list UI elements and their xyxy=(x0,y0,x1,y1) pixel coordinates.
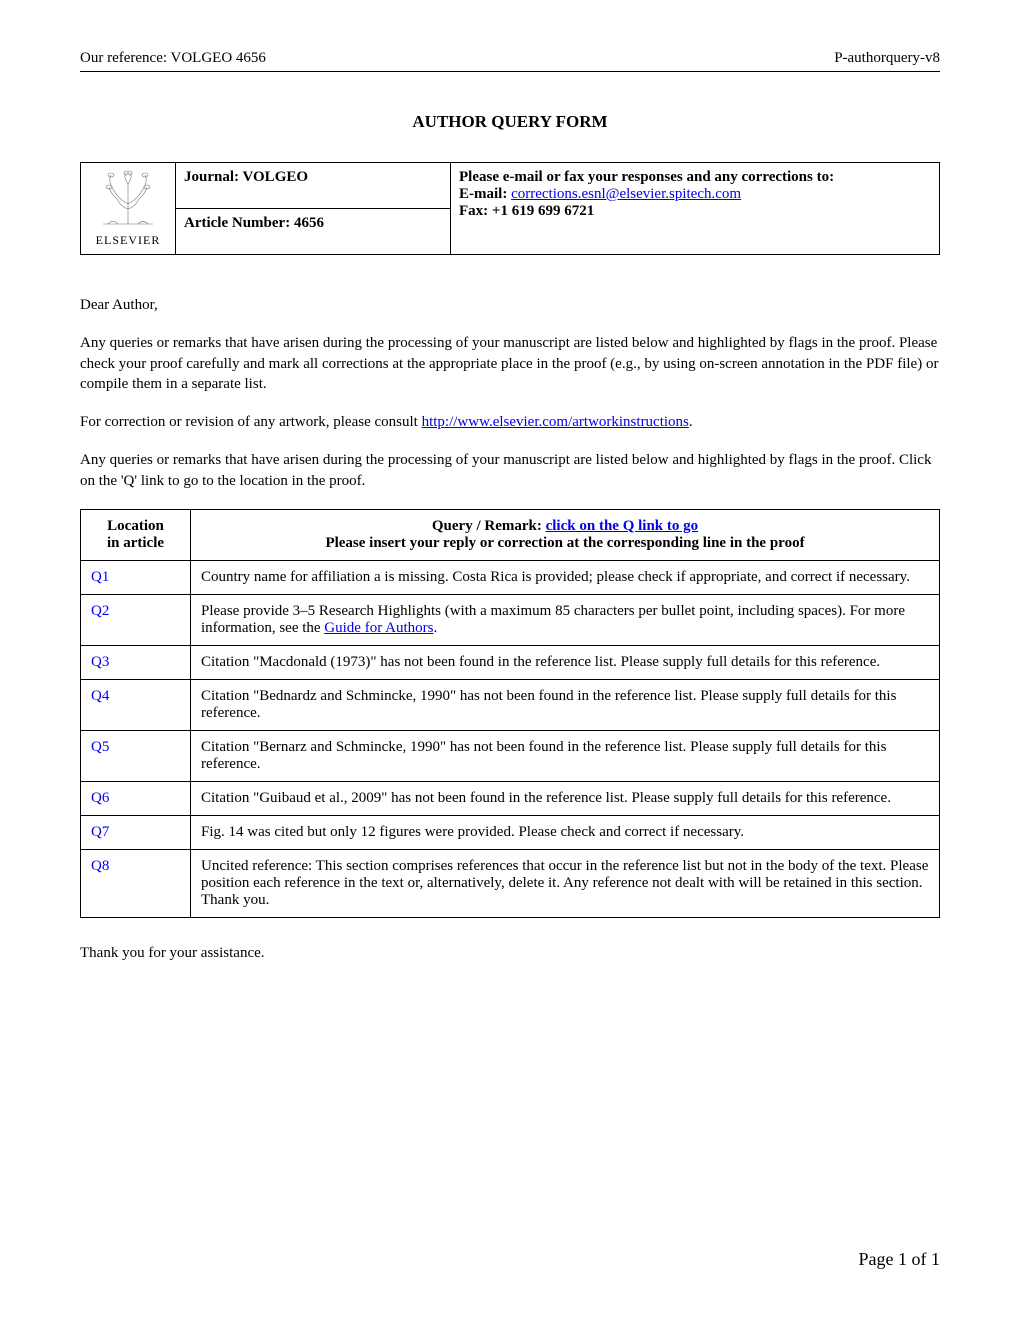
query-text: Citation "Guibaud et al., 2009" has not … xyxy=(191,781,940,815)
guide-link[interactable]: Guide for Authors xyxy=(324,620,433,636)
logo-cell: ELSEVIER xyxy=(81,163,176,255)
query-text: Fig. 14 was cited but only 12 figures we… xyxy=(191,815,940,849)
query-id[interactable]: Q6 xyxy=(81,781,191,815)
article-cell: Article Number: 4656 xyxy=(176,209,451,255)
table-row: Q8 Uncited reference: This section compr… xyxy=(81,849,940,917)
query-id[interactable]: Q8 xyxy=(81,849,191,917)
fax-label: Fax: +1 619 699 6721 xyxy=(459,203,931,220)
artwork-link[interactable]: http://www.elsevier.com/artworkinstructi… xyxy=(422,414,689,430)
query-text: Please provide 3–5 Research Highlights (… xyxy=(191,594,940,645)
query-text: Country name for affiliation a is missin… xyxy=(191,560,940,594)
salutation: Dear Author, xyxy=(80,295,940,315)
paragraph-2: For correction or revision of any artwor… xyxy=(80,412,940,432)
query-id[interactable]: Q7 xyxy=(81,815,191,849)
closing-text: Thank you for your assistance. xyxy=(80,943,940,963)
table-row: Q4 Citation "Bednardz and Schmincke, 199… xyxy=(81,679,940,730)
q-link-header[interactable]: click on the Q link to go xyxy=(546,518,699,534)
email-label: E-mail: xyxy=(459,186,511,202)
page-number: Page 1 of 1 xyxy=(859,1249,940,1270)
query-id[interactable]: Q1 xyxy=(81,560,191,594)
logo-text: ELSEVIER xyxy=(89,233,167,248)
query-id[interactable]: Q4 xyxy=(81,679,191,730)
query-id[interactable]: Q2 xyxy=(81,594,191,645)
col-location-a: Location xyxy=(107,518,164,534)
table-row: Q3 Citation "Macdonald (1973)" has not b… xyxy=(81,645,940,679)
table-row: Q1 Country name for affiliation a is mis… xyxy=(81,560,940,594)
contact-cell: Please e-mail or fax your responses and … xyxy=(451,163,940,255)
table-row: Q7 Fig. 14 was cited but only 12 figures… xyxy=(81,815,940,849)
form-title: AUTHOR QUERY FORM xyxy=(80,112,940,132)
table-row: Q6 Citation "Guibaud et al., 2009" has n… xyxy=(81,781,940,815)
query-table: Location in article Query / Remark: clic… xyxy=(80,509,940,918)
para2-text-a: For correction or revision of any artwor… xyxy=(80,414,422,430)
reference-text: Our reference: VOLGEO 4656 xyxy=(80,50,266,67)
para2-text-b: . xyxy=(689,414,693,430)
query-text: Citation "Macdonald (1973)" has not been… xyxy=(191,645,940,679)
article-label: Article Number: 4656 xyxy=(184,215,324,231)
info-table: ELSEVIER Journal: VOLGEO Please e-mail o… xyxy=(80,162,940,255)
contact-instruction: Please e-mail or fax your responses and … xyxy=(459,169,931,186)
email-link[interactable]: corrections.esnl@elsevier.spitech.com xyxy=(511,186,741,202)
query-text: Uncited reference: This section comprise… xyxy=(191,849,940,917)
paragraph-1: Any queries or remarks that have arisen … xyxy=(80,333,940,394)
table-row: Q2 Please provide 3–5 Research Highlight… xyxy=(81,594,940,645)
version-text: P-authorquery-v8 xyxy=(834,50,940,67)
journal-cell: Journal: VOLGEO xyxy=(176,163,451,209)
col-location-header: Location in article xyxy=(81,509,191,560)
elsevier-tree-icon xyxy=(93,169,163,229)
table-row: Q5 Citation "Bernarz and Schmincke, 1990… xyxy=(81,730,940,781)
col-remark-header: Query / Remark: click on the Q link to g… xyxy=(191,509,940,560)
paragraph-3: Any queries or remarks that have arisen … xyxy=(80,450,940,491)
col-remark-b: Please insert your reply or correction a… xyxy=(325,535,804,551)
query-id[interactable]: Q3 xyxy=(81,645,191,679)
col-location-b: in article xyxy=(107,535,164,551)
col-remark-a: Query / Remark: xyxy=(432,518,546,534)
query-text: Citation "Bednardz and Schmincke, 1990" … xyxy=(191,679,940,730)
journal-label: Journal: VOLGEO xyxy=(184,169,308,185)
query-text: Citation "Bernarz and Schmincke, 1990" h… xyxy=(191,730,940,781)
header-bar: Our reference: VOLGEO 4656 P-authorquery… xyxy=(80,50,940,72)
query-id[interactable]: Q5 xyxy=(81,730,191,781)
